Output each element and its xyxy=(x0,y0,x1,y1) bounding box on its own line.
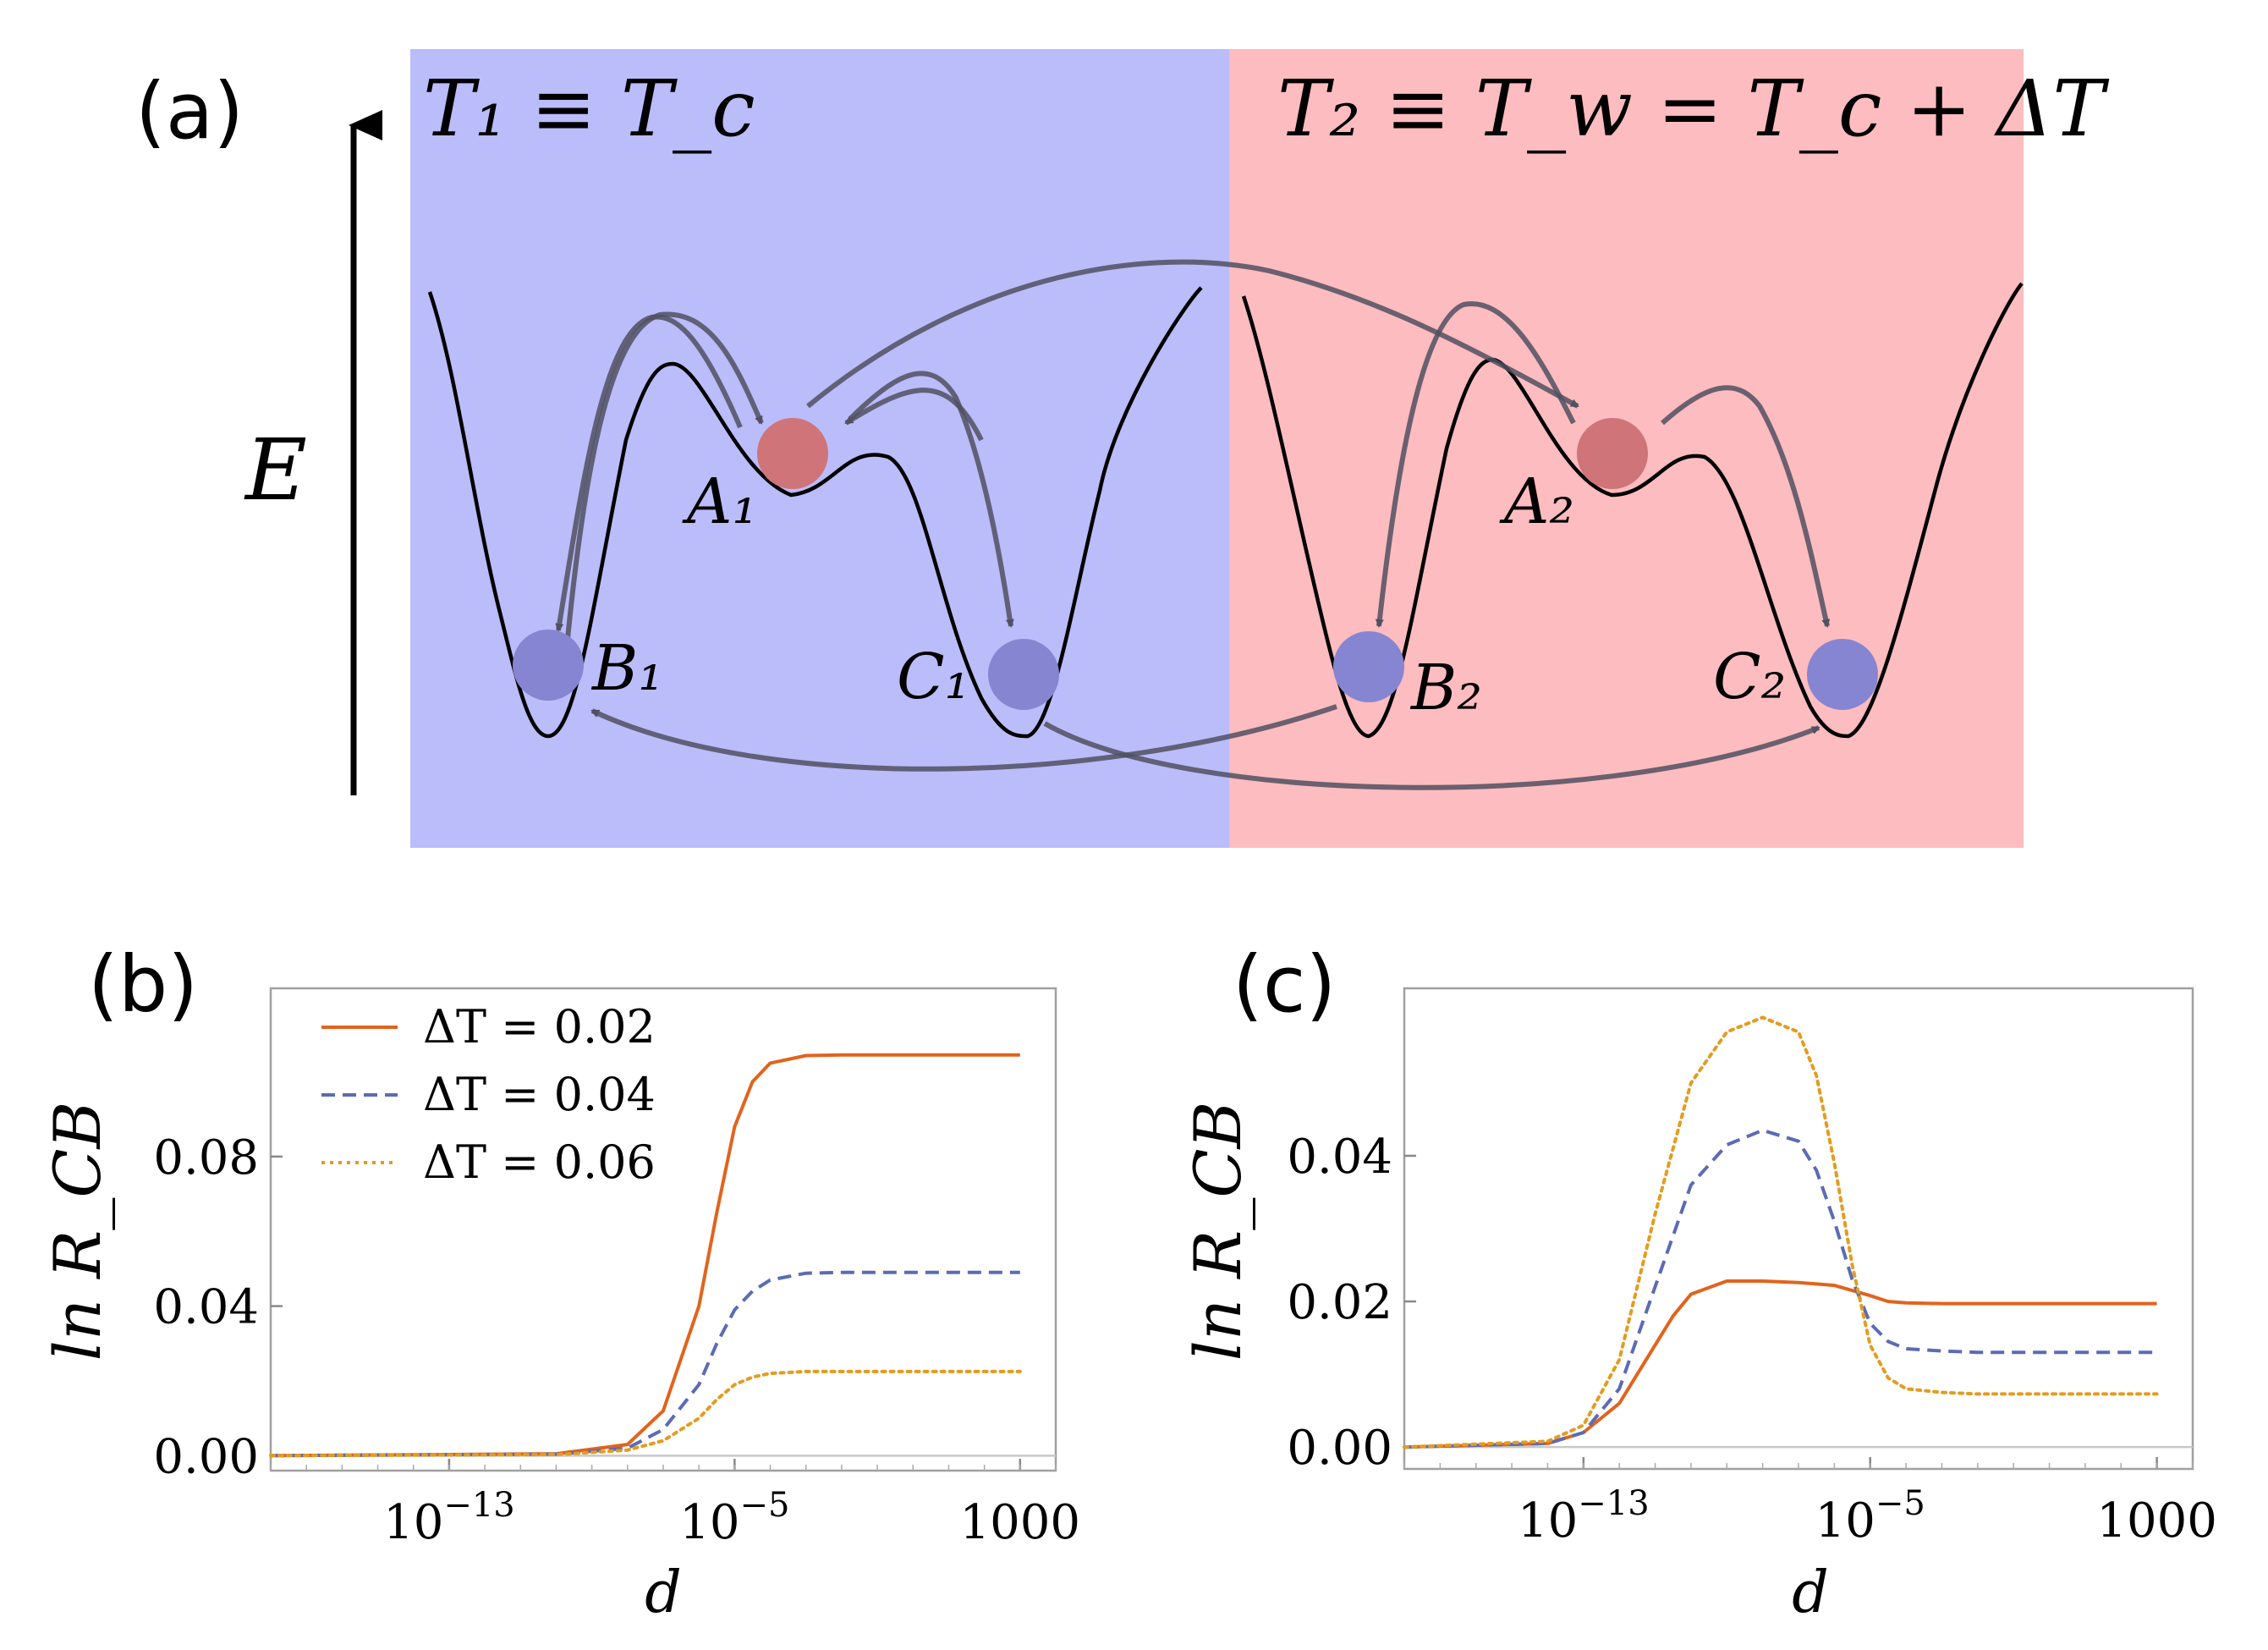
x-tick-label: 10−13 xyxy=(383,1486,515,1550)
chart-c-frame xyxy=(1403,987,2194,1471)
y-tick-label: 0.04 xyxy=(153,1280,259,1335)
chart-b-frame xyxy=(269,987,1057,1472)
x-tick-label: 10−5 xyxy=(679,1486,789,1550)
state-a2-label: A₂ xyxy=(1499,465,1574,538)
legend-label-3: ΔT = 0.06 xyxy=(423,1136,656,1189)
legend-label-2: ΔT = 0.04 xyxy=(423,1068,656,1121)
arrow-a1-to-b1 xyxy=(555,314,743,632)
chart-b-ylabel: ln R_CB xyxy=(40,1102,115,1361)
state-b2-label: B₂ xyxy=(1409,652,1482,724)
series-line-1 xyxy=(270,1053,1020,1458)
state-b1-circle xyxy=(513,630,584,701)
y-tick-label: 0.00 xyxy=(153,1429,259,1484)
series-line-2 xyxy=(1403,1128,2157,1449)
state-c1-circle xyxy=(988,639,1059,710)
state-b1-label: B₁ xyxy=(590,632,663,705)
potential-well-right xyxy=(1241,282,2024,739)
arrow-b1-to-a1 xyxy=(564,311,764,648)
chart-c-ylabel: ln R_CB xyxy=(1180,1102,1255,1361)
energy-axis-label: E xyxy=(244,421,307,520)
x-tick-label: 1000 xyxy=(960,1495,1081,1550)
arrow-a2-to-b2 xyxy=(1375,301,1576,628)
series-line-2 xyxy=(270,1270,1020,1458)
series-line-3 xyxy=(269,1369,1022,1458)
state-c1-label: C₁ xyxy=(897,641,969,713)
legend-label-1: ΔT = 0.02 xyxy=(423,1000,656,1053)
arrow-a1-to-a2 xyxy=(806,259,1579,409)
series-line-1 xyxy=(1403,1279,2157,1449)
chart-b-xlabel: d xyxy=(645,1559,682,1626)
x-tick-label: 10−13 xyxy=(1518,1484,1650,1548)
y-tick-label: 0.00 xyxy=(1287,1421,1392,1476)
chart-b: (b) d ln R_CB 10−13 10−5 10000.000.040.08 … xyxy=(40,939,1080,1626)
chart-c: (c) d ln R_CB 10−13 10−5 1000 0.00 0.02 0.04 xyxy=(1180,939,2217,1626)
y-tick-label: 0.08 xyxy=(153,1130,259,1185)
arrow-b2-to-b1 xyxy=(590,704,1337,772)
state-a1-circle xyxy=(757,418,828,489)
panel-label-b: (b) xyxy=(88,939,198,1030)
x-tick-label: 10−5 xyxy=(1815,1484,1925,1548)
state-a2-circle xyxy=(1577,418,1648,489)
chart-b-legend: ΔT = 0.02 ΔT = 0.04 ΔT = 0.06 xyxy=(321,1000,656,1189)
state-c2-label: C₂ xyxy=(1713,641,1786,713)
panel-label-a: (a) xyxy=(135,66,244,157)
arrow-c1-to-a1 xyxy=(844,388,984,442)
arrow-c1-to-c2 xyxy=(1043,721,1820,790)
chart-c-xlabel: d xyxy=(1792,1559,1829,1626)
cold-reservoir-label: T₁ ≡ T_c xyxy=(423,63,755,154)
x-tick-label: 1000 xyxy=(2096,1493,2217,1548)
panel-label-c: (c) xyxy=(1233,939,1336,1030)
panel-a: (a) T₁ ≡ T_c T₂ ≡ T_w = T_c + ΔT E xyxy=(135,49,2109,848)
potential-well-left xyxy=(427,286,1203,739)
y-tick-label: 0.04 xyxy=(1287,1130,1392,1185)
hot-reservoir-label: T₂ ≡ T_w = T_c + ΔT xyxy=(1277,63,2109,154)
state-a1-label: A₁ xyxy=(682,465,757,538)
y-tick-label: 0.02 xyxy=(1287,1275,1392,1330)
arrow-a2-to-c2 xyxy=(1661,385,1831,628)
state-b2-circle xyxy=(1333,631,1404,702)
state-c2-circle xyxy=(1807,639,1878,710)
series-line-3 xyxy=(1403,1015,2159,1449)
